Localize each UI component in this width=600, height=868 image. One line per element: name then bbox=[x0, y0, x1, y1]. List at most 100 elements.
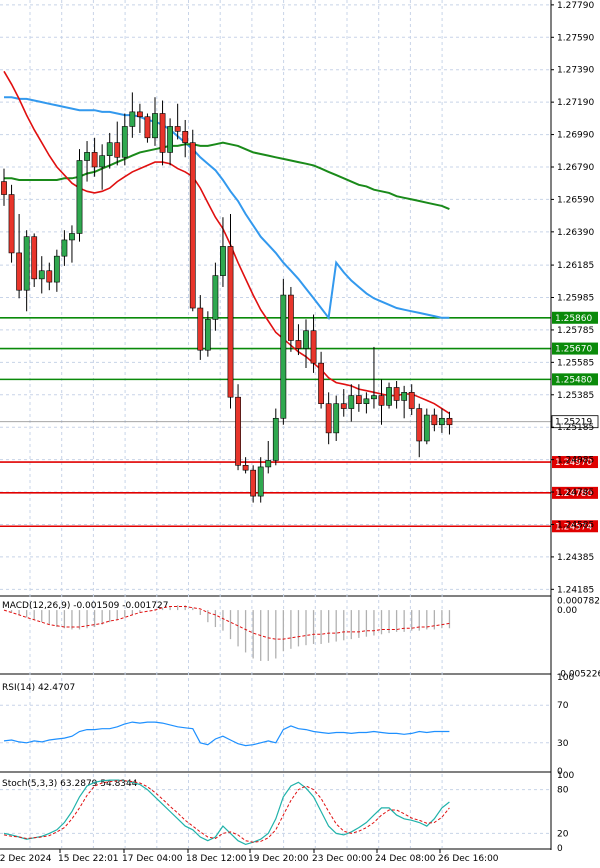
candle[interactable] bbox=[189, 129, 196, 312]
candle-body-down bbox=[189, 142, 196, 309]
candle[interactable] bbox=[76, 149, 83, 242]
price-tick-label: 1.25985 bbox=[557, 294, 594, 304]
time-tick-label: 12 Dec 2024 bbox=[0, 854, 52, 864]
candle-body-up bbox=[303, 330, 309, 349]
candle[interactable] bbox=[303, 319, 309, 369]
candle-body-up bbox=[333, 403, 340, 434]
candle[interactable] bbox=[408, 384, 415, 416]
candle-body-down bbox=[250, 469, 257, 497]
candle[interactable] bbox=[333, 395, 340, 441]
candle[interactable] bbox=[257, 457, 264, 503]
candle-body-down bbox=[31, 236, 38, 280]
candle[interactable] bbox=[295, 324, 302, 356]
candle-body-up bbox=[99, 155, 106, 168]
candle[interactable] bbox=[129, 92, 136, 138]
rsi-line bbox=[3, 721, 450, 747]
level-price-label: 1.25480 bbox=[555, 375, 592, 385]
candle[interactable] bbox=[340, 389, 347, 417]
price-tick-label: 1.26990 bbox=[557, 131, 594, 141]
candle[interactable] bbox=[91, 137, 98, 177]
candle[interactable] bbox=[220, 217, 226, 287]
candle[interactable] bbox=[182, 119, 189, 158]
candle[interactable] bbox=[438, 408, 445, 433]
candle[interactable] bbox=[31, 233, 38, 287]
candle[interactable] bbox=[197, 295, 204, 360]
candle[interactable] bbox=[53, 249, 60, 292]
candle-body-up bbox=[69, 233, 75, 241]
candle[interactable] bbox=[212, 262, 219, 331]
level-price-tag bbox=[552, 373, 598, 386]
candle[interactable] bbox=[416, 403, 423, 458]
candle[interactable] bbox=[152, 97, 158, 146]
candle[interactable] bbox=[106, 132, 113, 169]
candle[interactable] bbox=[272, 408, 279, 466]
candle-body-down bbox=[46, 270, 53, 283]
candle[interactable] bbox=[280, 278, 287, 425]
candle-body-down bbox=[310, 330, 317, 364]
candle[interactable] bbox=[325, 392, 332, 445]
candle[interactable] bbox=[121, 113, 128, 166]
candle[interactable] bbox=[159, 100, 166, 166]
candle[interactable] bbox=[355, 384, 362, 412]
candle[interactable] bbox=[16, 214, 22, 299]
macd-title: MACD(12,26,9) -0.001509 -0.001727 bbox=[2, 601, 168, 611]
candle[interactable] bbox=[114, 121, 121, 166]
candle[interactable] bbox=[371, 346, 377, 409]
candle[interactable] bbox=[310, 314, 317, 373]
candle[interactable] bbox=[99, 144, 106, 190]
candle-body-up bbox=[257, 466, 264, 497]
candle[interactable] bbox=[386, 382, 392, 409]
candle-body-up bbox=[220, 246, 226, 276]
candle[interactable] bbox=[144, 113, 151, 143]
price-tick-label: 1.24985 bbox=[557, 456, 594, 466]
candle-body-up bbox=[363, 398, 370, 404]
level-price-tag bbox=[552, 342, 598, 355]
candle[interactable] bbox=[250, 465, 257, 503]
candle[interactable] bbox=[227, 214, 234, 409]
candle[interactable] bbox=[23, 230, 30, 312]
level-price-tag bbox=[552, 456, 598, 469]
level-price-label: 1.24970 bbox=[555, 458, 592, 468]
candle[interactable] bbox=[204, 311, 211, 357]
candle[interactable] bbox=[423, 408, 430, 445]
candle[interactable] bbox=[8, 184, 15, 263]
candle[interactable] bbox=[363, 392, 370, 414]
candle[interactable] bbox=[174, 103, 181, 140]
level-price-label: 1.24780 bbox=[555, 489, 592, 499]
candle[interactable] bbox=[84, 141, 90, 182]
candle-body-up bbox=[438, 417, 445, 426]
candle-body-up bbox=[371, 395, 377, 400]
candle[interactable] bbox=[431, 408, 438, 432]
candle-body-down bbox=[446, 417, 453, 426]
candle[interactable] bbox=[38, 256, 45, 294]
candle[interactable] bbox=[318, 351, 324, 409]
stoch-k-line bbox=[3, 779, 450, 846]
candle-body-down bbox=[242, 464, 249, 471]
candle[interactable] bbox=[401, 385, 408, 419]
candle[interactable] bbox=[1, 168, 7, 206]
candle[interactable] bbox=[287, 286, 294, 352]
price-tick-label: 1.26390 bbox=[557, 228, 594, 238]
candle[interactable] bbox=[167, 118, 173, 166]
candle[interactable] bbox=[69, 225, 75, 263]
candle[interactable] bbox=[235, 384, 241, 471]
candle[interactable] bbox=[378, 379, 385, 425]
candle[interactable] bbox=[348, 384, 355, 422]
candle[interactable] bbox=[242, 457, 249, 474]
candle[interactable] bbox=[137, 103, 143, 133]
price-tick-label: 1.25185 bbox=[557, 423, 594, 433]
candle-body-down bbox=[174, 126, 181, 132]
price-axis: 1.27790 1.27590 1.27390 1.27190 1.26990 1.267… bbox=[550, 0, 600, 854]
candle[interactable] bbox=[61, 230, 68, 266]
level-price-tag bbox=[552, 486, 598, 499]
candle[interactable] bbox=[46, 262, 53, 291]
candle[interactable] bbox=[393, 380, 400, 409]
time-tick-label: 24 Dec 08:00 bbox=[375, 854, 436, 864]
candlesticks[interactable] bbox=[1, 92, 453, 503]
candle[interactable] bbox=[446, 411, 453, 435]
price-tick-label: 1.27590 bbox=[557, 33, 594, 43]
candle-body-down bbox=[325, 403, 332, 434]
candle[interactable] bbox=[265, 440, 272, 474]
candle-body-up bbox=[265, 460, 272, 468]
